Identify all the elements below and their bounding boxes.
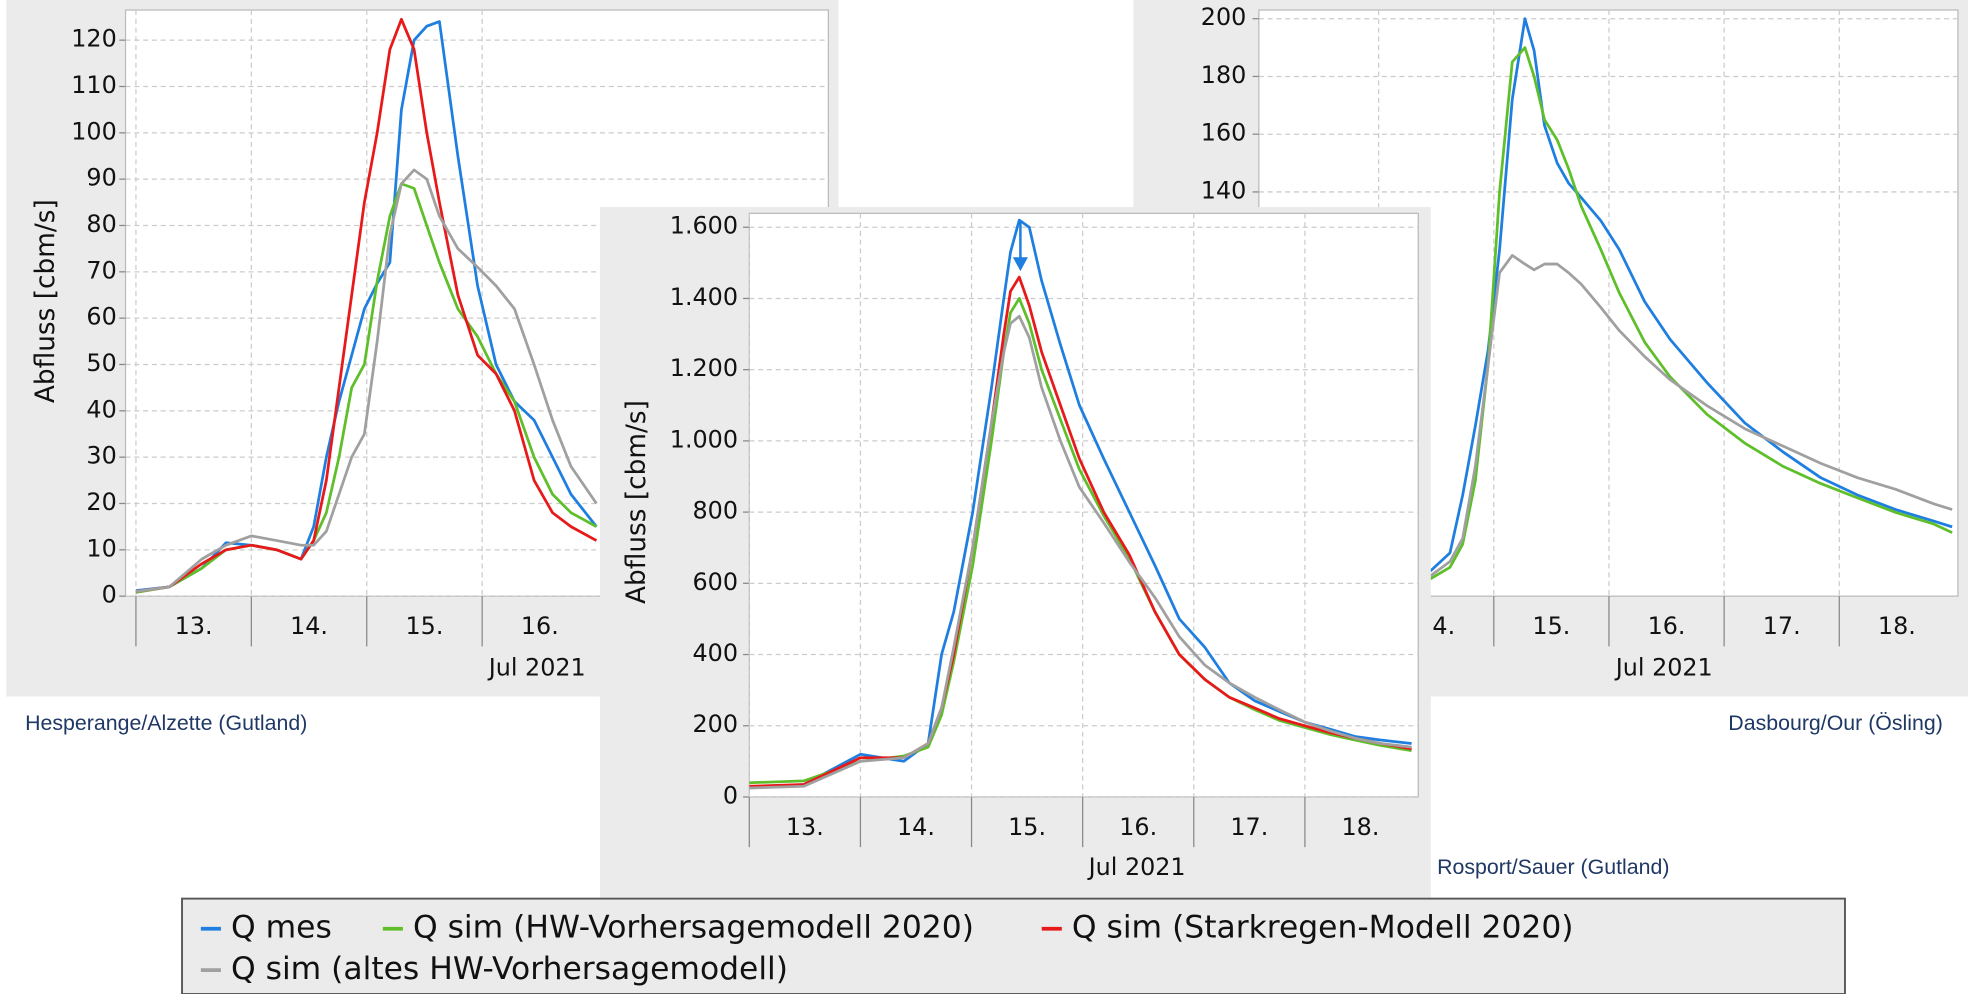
legend-box xyxy=(181,897,1846,995)
y-tick-label: 70 xyxy=(86,256,116,284)
x-tick-label: 17. xyxy=(1230,813,1268,841)
x-tick-label: 16. xyxy=(1648,612,1686,640)
y-tick-label: 200 xyxy=(693,710,738,738)
chart: 0 200 400 600 800 1.000 1.200 1.400 1.600 13. 14. 1… xyxy=(599,207,1431,898)
y-tick-label: 30 xyxy=(86,442,116,470)
peak-arrow-head xyxy=(1012,257,1028,272)
y-tick-label: 10 xyxy=(86,534,116,562)
x-tick-label: 15. xyxy=(1532,612,1570,640)
y-tick-label: 0 xyxy=(723,781,738,809)
y-tick-label: 600 xyxy=(693,568,738,596)
series-line xyxy=(1429,254,1953,578)
station-name: Rosport/Sauer (Gutland) xyxy=(1437,855,1669,879)
plot-area xyxy=(748,212,1419,798)
x-tick-label: 15. xyxy=(1008,813,1046,841)
y-tick-label: 1.400 xyxy=(670,283,738,311)
y-tick-label: 60 xyxy=(86,303,116,331)
series-line xyxy=(749,314,1412,790)
x-tick-label: 13. xyxy=(786,813,824,841)
y-tick-label: 20 xyxy=(86,488,116,516)
x-tick-label: 15. xyxy=(405,612,443,640)
legend-label: Q mes xyxy=(231,910,332,946)
legend-label: Q sim (Starkregen-Modell 2020) xyxy=(1072,910,1574,946)
y-tick-label: 120 xyxy=(71,25,116,53)
y-tick-label: 140 xyxy=(1201,176,1246,204)
y-tick-label: 80 xyxy=(86,210,116,238)
y-tick-label: 110 xyxy=(71,71,116,99)
x-tick-label: 17. xyxy=(1763,612,1801,640)
y-tick-label: 180 xyxy=(1201,61,1246,89)
y-tick-label: 50 xyxy=(86,349,116,377)
y-tick-label: 400 xyxy=(693,639,738,667)
x-tick-label: 14. xyxy=(897,813,935,841)
x-axis-label: Jul 2021 xyxy=(487,653,586,681)
x-tick-label: 16. xyxy=(521,612,559,640)
series-line xyxy=(135,168,598,593)
series-line xyxy=(135,17,598,593)
y-tick-label: 1.000 xyxy=(670,425,738,453)
station-name: Dasbourg/Our (Ösling) xyxy=(1728,711,1943,735)
y-tick-label: 800 xyxy=(693,497,738,525)
x-tick-label: 18. xyxy=(1342,813,1380,841)
y-axis-label: Abfluss [cbm/s] xyxy=(31,199,61,403)
y-tick-label: 160 xyxy=(1201,119,1246,147)
y-tick-label: 1.200 xyxy=(670,354,738,382)
x-tick-label: 16. xyxy=(1119,813,1157,841)
legend-label: Q sim (altes HW-Vorhersagemodell) xyxy=(231,951,788,987)
y-tick-label: 1.600 xyxy=(670,212,738,240)
x-tick-label: 14. xyxy=(290,612,328,640)
y-tick-label: 40 xyxy=(86,395,116,423)
series-line xyxy=(749,297,1412,785)
y-tick-label: 0 xyxy=(102,581,117,609)
legend-label: Q sim (HW-Vorhersagemodell 2020) xyxy=(413,910,974,946)
y-tick-label: 200 xyxy=(1201,3,1246,31)
x-axis-label: Jul 2021 xyxy=(1614,653,1713,681)
x-axis-label: Jul 2021 xyxy=(1087,853,1186,881)
station-name: Hesperange/Alzette (Gutland) xyxy=(25,711,307,735)
legend: Q mes Q sim (HW-Vorhersagemodell 2020) Q s… xyxy=(181,897,1846,995)
y-tick-label: 100 xyxy=(71,117,116,145)
y-axis-label: Abfluss [cbm/s] xyxy=(622,400,652,604)
y-tick-label: 90 xyxy=(86,164,116,192)
x-tick-label: 13. xyxy=(175,612,213,640)
x-tick-label: 18. xyxy=(1878,612,1916,640)
